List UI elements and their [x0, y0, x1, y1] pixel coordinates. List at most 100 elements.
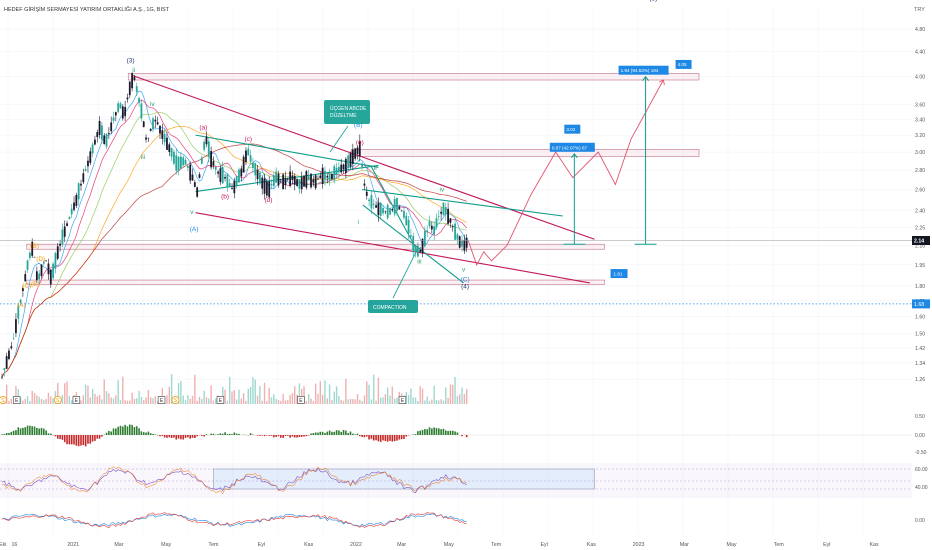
zone-top-zone [127, 73, 700, 81]
osc-bar [317, 432, 319, 435]
osc-bar [49, 433, 52, 435]
time-axis[interactable]: Eki 16 2021 Mar May Tem Eyl Kas 2022 Mar May Tem Eyl… [0, 542, 879, 548]
volume-bar [112, 398, 115, 404]
osc-bar [379, 435, 382, 442]
osc-bar [310, 433, 312, 435]
candle-body [47, 263, 50, 275]
price-tick-label: 1.60 [915, 315, 925, 321]
candle-body [49, 269, 52, 285]
candle-body [98, 120, 101, 135]
osc-bar [235, 433, 238, 435]
osc-bar [431, 428, 433, 435]
candle-body [447, 208, 449, 224]
osc-bar [152, 433, 154, 435]
osc-bar [356, 433, 359, 435]
candle-body [405, 215, 408, 226]
osc-bar [5, 432, 8, 435]
volume-bar [131, 392, 133, 404]
candle-body [56, 246, 59, 259]
wave-label: (B) [354, 122, 363, 129]
volume-bar [177, 382, 180, 404]
volume-bar [222, 386, 224, 404]
osc-bar [45, 430, 47, 435]
volume-bar [375, 400, 377, 404]
osc-bar [403, 435, 405, 439]
osc-bar [263, 435, 266, 437]
moving-average-line [1, 143, 467, 378]
osc-bar [375, 435, 377, 441]
candle-body [456, 234, 459, 240]
candle-body [5, 356, 8, 369]
osc-bar [456, 432, 459, 435]
volume-bar [61, 394, 64, 404]
osc-bar [87, 435, 89, 444]
price-tick-label: 1.42 [915, 346, 925, 352]
wave-label: iv [150, 101, 155, 108]
event-marker-label: S [1, 398, 5, 404]
candle-body [42, 261, 45, 264]
osc-bar [414, 434, 417, 435]
candle-body [191, 174, 194, 181]
volume-bar [231, 391, 233, 404]
volume-bar [189, 398, 191, 404]
candle-body [231, 187, 233, 189]
time-tick-label: Tem [491, 542, 502, 548]
candle-body [303, 175, 305, 187]
time-tick-label: 2023 [633, 542, 645, 548]
wave-label: (B) [30, 243, 39, 250]
measure-label-box [618, 65, 669, 75]
volume-bar [261, 400, 263, 404]
volume-bar [465, 389, 468, 404]
currency-label: TRY [914, 7, 925, 13]
candle-body [272, 175, 275, 187]
wave-label: i [358, 219, 359, 226]
candle-body [393, 198, 396, 215]
osc-bar [131, 424, 133, 435]
price-measures: 0.87 (42.07%) 87 3.02 1.94 (94.53%) 194 4.0… [549, 59, 692, 279]
candle-body [314, 175, 317, 189]
osc-bar [154, 434, 157, 435]
price-tick-label: 3.00 [915, 150, 925, 156]
candle-body [461, 240, 463, 247]
volume-bar [205, 397, 208, 404]
price-axis[interactable]: 4.80 4.40 4.00 3.60 3.40 3.20 3.00 2.80 2.60 2.40… [0, 27, 930, 383]
osc-bar [203, 435, 205, 437]
volume-bar [317, 393, 319, 404]
candle-body [107, 133, 110, 135]
volume-bar [393, 398, 396, 404]
candle-body [189, 164, 192, 181]
volume-bar [208, 398, 210, 404]
osc-bar [435, 428, 438, 435]
osc-bar [326, 431, 329, 435]
volume-bar [282, 393, 284, 404]
candle-body [391, 209, 394, 211]
volume-bar [456, 396, 459, 404]
osc-bar [8, 432, 10, 435]
candle-body [1, 377, 3, 378]
candle-body [101, 125, 103, 140]
volume-bar [68, 395, 71, 404]
volume-bar [247, 388, 249, 404]
candle-body [444, 207, 447, 215]
candle-body [128, 81, 131, 96]
volume-bar [270, 397, 273, 404]
time-tick-label: Mar [680, 542, 689, 548]
volume-bar [43, 400, 45, 404]
volume-bar [240, 398, 243, 404]
candle-body [270, 184, 273, 186]
volume-bar [210, 385, 212, 404]
osc-bar [177, 435, 180, 439]
volume-bar [384, 394, 387, 404]
volume-bar [463, 394, 466, 404]
volume-bar [184, 400, 187, 404]
candle-body [217, 171, 219, 174]
wave-label: (D) [36, 256, 45, 263]
osc-bar [284, 435, 287, 436]
volume-bar [340, 399, 342, 404]
volume-bar [138, 390, 140, 404]
candle-body [117, 103, 120, 112]
candle-body [265, 181, 268, 196]
volume-bar [370, 399, 373, 404]
osc-tick-label: 0.00 [915, 433, 925, 439]
